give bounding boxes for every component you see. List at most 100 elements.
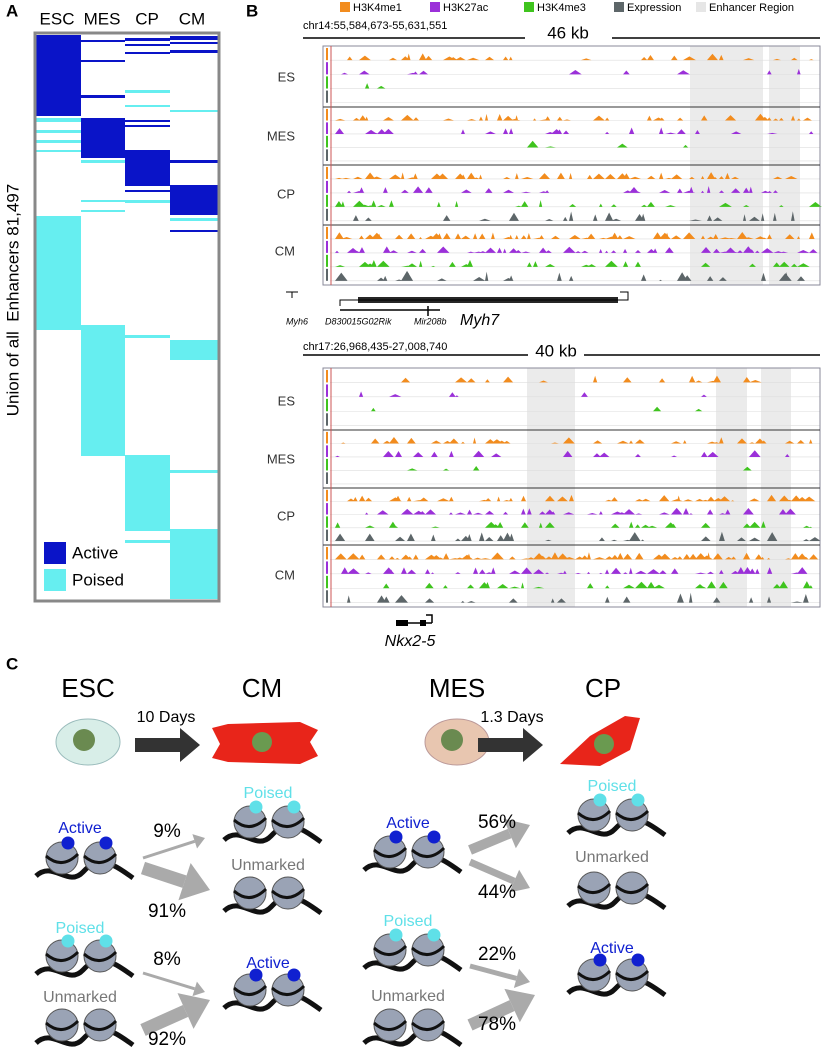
- heat-block: [170, 110, 218, 112]
- signal-track: [401, 375, 762, 383]
- nucleosome: [233, 876, 267, 910]
- heat-block: [170, 340, 218, 360]
- nucleosome: [615, 871, 649, 905]
- column-label: CP: [135, 9, 159, 28]
- panel-label: C: [6, 654, 18, 673]
- dna-wrap: [577, 809, 612, 821]
- cell-type: CM: [242, 673, 282, 703]
- state-label: Poised: [56, 920, 105, 937]
- signal-track: [335, 199, 822, 207]
- gene-label: Myh7: [460, 312, 500, 329]
- lane-bracket: [326, 547, 328, 560]
- lane-bracket: [326, 149, 328, 161]
- lane-bracket: [326, 489, 328, 502]
- signal-track: [347, 53, 814, 61]
- arrow-shaft: [142, 839, 196, 860]
- legend-label: H3K4me1: [353, 2, 402, 14]
- heat-block: [170, 42, 218, 44]
- arrow-head: [178, 863, 210, 901]
- panel-label: B: [246, 1, 258, 20]
- legend-swatch: [340, 2, 350, 12]
- signal-track: [335, 127, 814, 134]
- heat-block: [170, 50, 218, 53]
- heat-block: [36, 35, 81, 116]
- lane-bracket: [326, 561, 328, 574]
- cell-type: MES: [429, 673, 485, 703]
- legend-label: Enhancer Region: [709, 2, 794, 14]
- signal-track: [335, 552, 819, 560]
- lane-bracket: [326, 254, 328, 267]
- legend-label: H3K27ac: [443, 2, 489, 14]
- heat-block: [125, 455, 170, 531]
- signal-track: [359, 391, 707, 397]
- dna-wrap: [83, 950, 118, 962]
- heat-block: [170, 185, 218, 215]
- dna-wrap: [271, 887, 306, 899]
- signal-track: [341, 436, 813, 444]
- duration: 10 Days: [137, 709, 196, 726]
- lane-bracket: [326, 445, 328, 457]
- row-label: CM: [275, 567, 295, 582]
- state-label: Active: [386, 815, 430, 832]
- histone-mark: [593, 793, 607, 807]
- arrow-shaft: [140, 1005, 189, 1036]
- legend-swatch: [44, 569, 66, 591]
- histone-mark: [427, 928, 441, 942]
- dna-wrap: [411, 1019, 446, 1031]
- state-label: Poised: [244, 785, 293, 802]
- lane-bracket: [326, 413, 328, 426]
- panel-label: A: [6, 1, 18, 20]
- dna-wrap: [373, 846, 408, 858]
- signal-track: [347, 186, 778, 193]
- heat-block: [81, 200, 125, 202]
- lane-bracket: [326, 166, 328, 179]
- heatmap: [36, 35, 218, 599]
- signal-track: [335, 232, 815, 239]
- lane-bracket: [326, 590, 328, 603]
- histone-mark: [389, 830, 403, 844]
- gene-label: D830015G02Rik: [325, 316, 392, 326]
- duration: 1.3 Days: [480, 709, 543, 726]
- heat-block: [36, 118, 81, 122]
- heat-block: [125, 335, 170, 338]
- gene-models: [286, 291, 629, 316]
- signal-track: [365, 83, 386, 89]
- signal-track: [383, 581, 813, 589]
- heat-block: [81, 60, 125, 62]
- legend-label: Poised: [72, 570, 124, 589]
- region: chr17:26,968,435-27,008,740: [303, 341, 447, 353]
- legend-swatch: [524, 2, 534, 12]
- histone-mark: [249, 968, 263, 982]
- heat-block: [81, 118, 125, 158]
- legend-label: Active: [72, 543, 118, 562]
- heat-block: [36, 150, 81, 152]
- histone-mark: [631, 953, 645, 967]
- dna-wrap: [373, 1019, 408, 1031]
- dna-wrap: [233, 816, 268, 828]
- signal-track: [341, 68, 801, 75]
- signal-track: [347, 494, 816, 502]
- state-label: Unmarked: [43, 989, 117, 1006]
- heat-block: [81, 210, 125, 212]
- row-label: ES: [278, 393, 296, 408]
- lane-bracket: [326, 503, 328, 515]
- nucleosome: [271, 876, 305, 910]
- arrow-shaft: [142, 971, 196, 991]
- dna-wrap: [615, 969, 650, 981]
- lane-bracket: [326, 208, 328, 221]
- gene-label: Myh6: [286, 316, 308, 326]
- genome-track: [322, 367, 821, 608]
- heat-block: [125, 52, 170, 54]
- state-label: Unmarked: [231, 857, 305, 874]
- histone-mark: [631, 793, 645, 807]
- lane-bracket: [326, 516, 328, 528]
- column-label: ESC: [40, 9, 75, 28]
- flows: [34, 793, 667, 1048]
- cell-type: CP: [585, 673, 621, 703]
- heat-block: [125, 150, 170, 186]
- legend-swatch: [44, 542, 66, 564]
- row-label: CM: [275, 243, 295, 258]
- heat-block: [81, 160, 125, 163]
- state-label: Poised: [384, 913, 433, 930]
